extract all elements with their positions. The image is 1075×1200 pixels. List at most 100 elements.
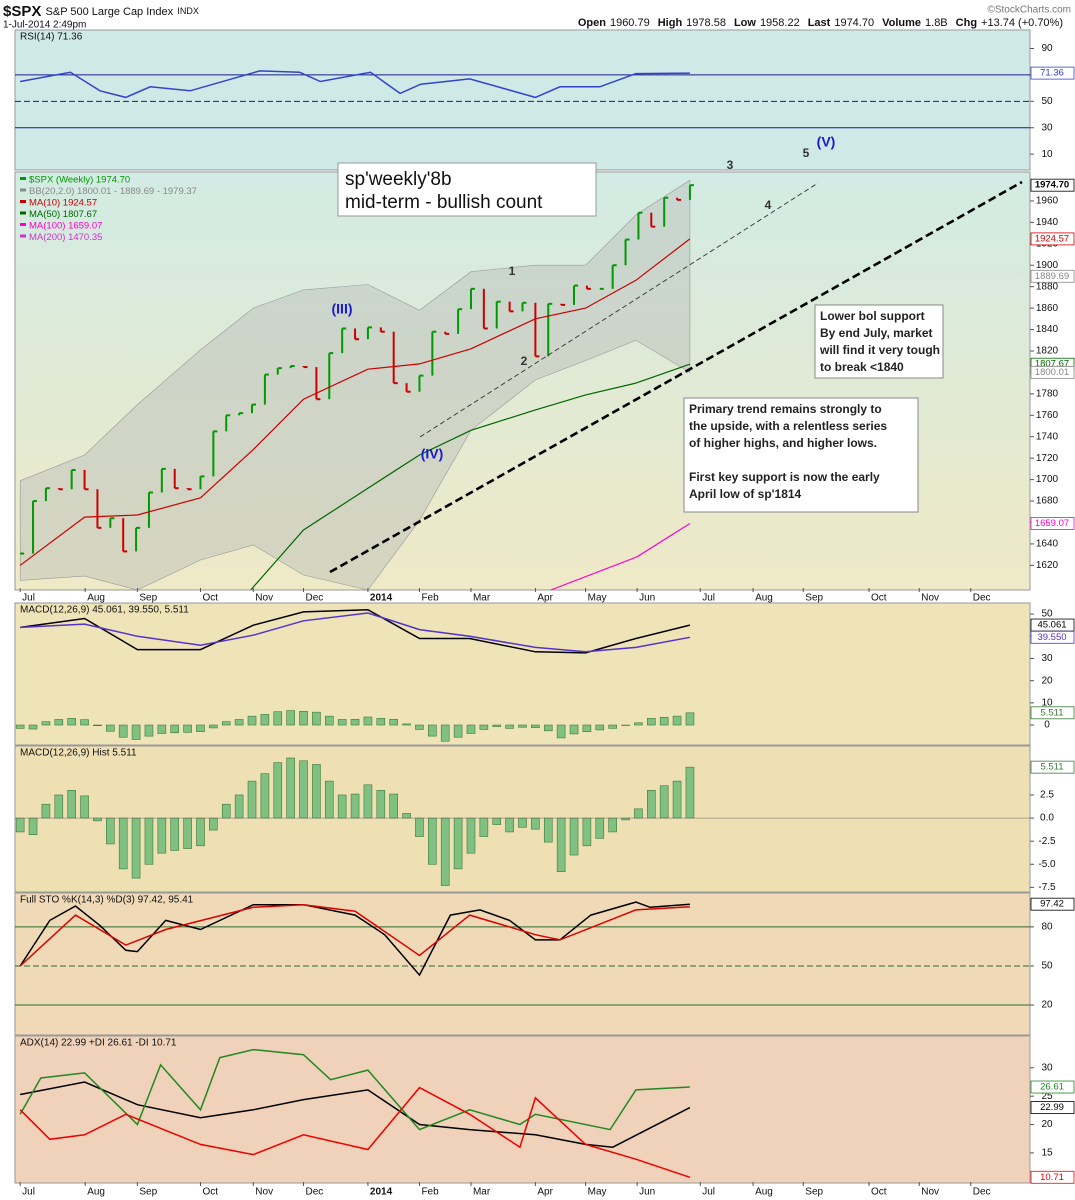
hist-bar [531,817,540,830]
y-tick-label: 1700 [1036,474,1059,485]
series-line [19,238,691,566]
y-tick-label: -2.5 [1038,836,1056,847]
quote-label: Volume [882,17,921,29]
hist-bar [15,724,25,729]
legend-entry: BB(20,2.0) 1800.01 - 1889.69 - 1979.37 [29,186,197,197]
y-tick-label: 1640 [1036,539,1059,550]
value-tag-label: 22.99 [1040,1102,1064,1113]
y-tick-label: 25 [1041,1091,1053,1102]
hist-bar [595,817,605,839]
value-tag [1030,760,1075,774]
hist-bar [54,719,64,726]
hist-bar [299,760,308,819]
hist-bar [170,817,180,851]
series-line [20,70,690,99]
hist-bar [234,719,244,726]
hist-bar [337,719,347,726]
hist-bar [672,780,682,819]
hist-bar [634,722,643,726]
note-text: to break <1840 [820,360,904,374]
hist-bar [428,817,437,865]
hist-bar [415,817,424,837]
x-tick-label: Jun [639,593,655,604]
hist-bar [659,785,669,819]
legend-swatch [20,200,26,203]
y-tick-label: 1780 [1036,389,1059,400]
value-tag [1030,897,1075,911]
hist-bar [376,718,386,726]
hist-bar [531,724,540,728]
wave-label: (V) [817,134,836,150]
hist-bar [685,766,695,819]
y-tick-label: 50 [1041,961,1053,972]
hist-bar [685,712,695,726]
value-tag-label: 5.511 [1040,762,1063,773]
index-name: S&P 500 Large Cap Index [46,6,174,18]
series-line [20,612,691,653]
plot [15,70,1030,129]
plot [19,179,694,590]
x-tick-label: Sep [805,593,823,604]
legend-entry: MA(10) 1924.57 [29,198,97,209]
value-tag [1030,706,1075,720]
x-tick-label: Nov [921,1187,939,1198]
value-tag [1030,232,1075,246]
x-tick-label: Jul [22,593,35,604]
hist-bar [621,817,630,821]
hist-bar [569,724,579,735]
hist-bar [479,724,489,730]
title-box-text: sp'weekly'8b [345,169,452,190]
y-tick-label: 0 [1044,720,1050,731]
legend-swatch [20,234,26,238]
x-tick-label: Sep [805,1187,823,1198]
plot [15,901,1030,1006]
series-line [550,522,691,590]
panel-bg [14,892,1031,1036]
y-tick-label: 1760 [1036,410,1059,421]
legend-entry: $SPX (Weekly) 1974.70 [29,175,130,186]
y-tick-label: 50 [1041,96,1053,107]
hist-bar [67,718,76,726]
x-tick-label: Aug [87,593,105,604]
value-tag [1030,517,1075,530]
hist-bar [453,724,463,738]
hist-bar [402,813,411,819]
hist-bar [440,724,450,742]
wave-label: 1 [509,264,516,278]
hist-bar [209,817,218,831]
hist-bar [453,817,463,870]
y-tick-label: 1620 [1036,560,1059,571]
hist-bar [67,790,76,819]
y-tick-label: 10 [1041,697,1053,708]
hist-bar [350,718,360,726]
hist-bar [608,817,617,833]
x-tick-label: Dec [306,593,324,604]
value-tag-label: 71.36 [1040,68,1064,79]
y-tick-label: 1960 [1036,196,1059,207]
hist-bar [144,817,154,865]
hist-bar [647,718,656,726]
hist-bar [479,817,489,837]
bollinger-band [19,179,691,590]
hist-bar [492,724,502,727]
x-tick-label: Apr [537,1187,553,1198]
hist-bar [505,817,514,833]
legend-entry: MA(200) 1470.35 [29,232,102,243]
hist-bar [93,724,102,726]
value-tag-label: 1974.70 [1035,180,1069,191]
plot [15,608,695,742]
y-tick-label: 1840 [1036,324,1059,335]
quote-label: Low [734,17,756,29]
value-tag [1030,366,1075,379]
panel-bg [14,29,1031,171]
hist-bar [582,724,592,732]
hist-bar [80,719,89,726]
x-tick-label: Jul [702,593,715,604]
series-line [250,363,691,590]
legend-swatch [20,188,26,192]
x-tick-label: Oct [871,1187,887,1198]
x-tick-label: Nov [255,1187,273,1198]
title-box [337,162,597,217]
value-tag [1030,1080,1075,1094]
hist-bar [221,803,231,819]
